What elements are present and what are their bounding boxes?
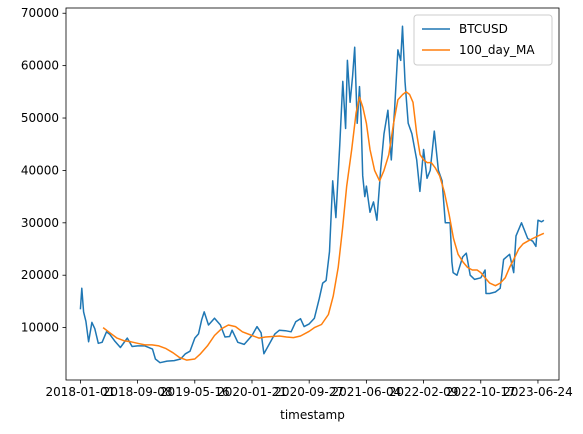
series-line-1 — [79, 25, 545, 364]
x-tick-label: 2023-06-24 — [503, 385, 573, 399]
legend-label: 100_day_MA — [459, 43, 535, 57]
x-tick-label: 2020-01-21 — [217, 385, 287, 399]
y-tick-label: 50000 — [21, 111, 59, 125]
y-tick-label: 20000 — [21, 268, 59, 282]
y-tick-label: 40000 — [21, 163, 59, 177]
x-axis-label: timestamp — [280, 408, 345, 422]
x-tick-label: 2019-05-16 — [160, 385, 230, 399]
legend: BTCUSD 100_day_MA — [413, 14, 553, 66]
legend-box — [413, 14, 553, 66]
axis-ticks: 2018-01-012018-09-082019-05-162020-01-21… — [21, 6, 573, 399]
y-tick-label: 60000 — [21, 59, 59, 73]
x-tick-label: 2021-06-04 — [332, 385, 402, 399]
plot-frame — [65, 7, 560, 381]
x-tick-label: 2022-02-09 — [389, 385, 459, 399]
series-line-2 — [102, 91, 545, 361]
x-tick-label: 2018-09-08 — [103, 385, 173, 399]
x-tick-label: 2018-01-01 — [46, 385, 116, 399]
x-tick-label: 2020-09-27 — [274, 385, 344, 399]
y-tick-label: 10000 — [21, 321, 59, 335]
series-lines — [79, 25, 545, 364]
y-tick-label: 30000 — [21, 216, 59, 230]
y-tick-label: 70000 — [21, 6, 59, 20]
x-tick-label: 2022-10-17 — [446, 385, 516, 399]
legend-label: BTCUSD — [459, 22, 508, 36]
